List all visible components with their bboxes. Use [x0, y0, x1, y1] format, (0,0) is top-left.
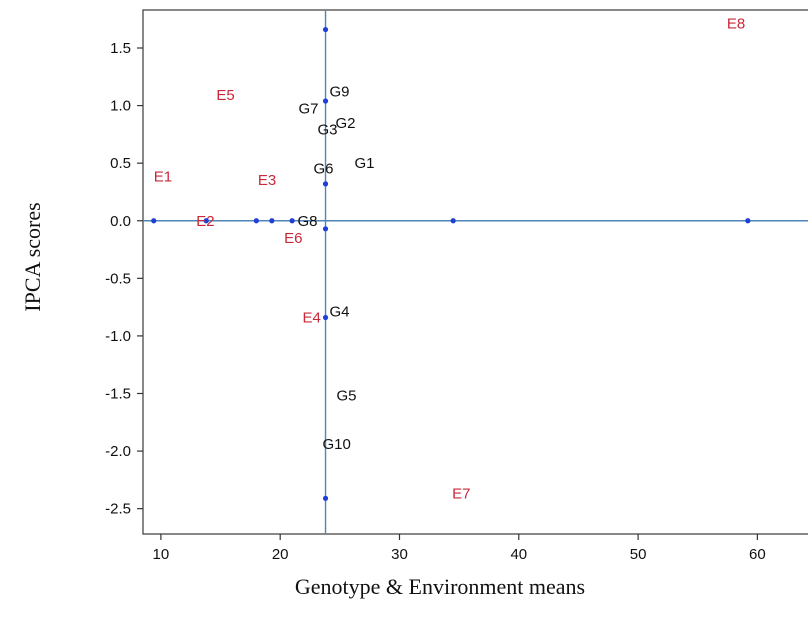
x-axis-title: Genotype & Environment means [295, 574, 585, 599]
x-axis-ticks: 10 20 30 40 50 60 [153, 534, 766, 563]
y-tick-label: 1.5 [110, 40, 131, 57]
data-point [450, 218, 456, 224]
y-axis-title: IPCA scores [20, 202, 45, 311]
y-tick-label: -1.0 [105, 328, 131, 345]
y-tick-label: -2.0 [105, 443, 131, 460]
y-tick-label: 0.5 [110, 155, 131, 172]
genotype-label: G4 [330, 303, 350, 320]
environment-label: E1 [154, 169, 172, 186]
data-point [322, 26, 329, 33]
data-point [151, 218, 157, 224]
plot-frame [142, 9, 808, 535]
x-tick-label: 20 [272, 546, 289, 563]
genotype-label: G10 [323, 436, 351, 453]
data-point [322, 226, 329, 232]
genotype-label: G5 [337, 387, 357, 404]
y-axis-ticks: -2.5 -2.0 -1.5 -1.0 -0.5 0.0 0.5 1.0 1.5 [105, 40, 143, 518]
y-tick-label: -2.5 [105, 501, 131, 518]
data-point [203, 218, 209, 224]
data-point [322, 181, 329, 187]
data-point [253, 218, 259, 224]
genotype-label: G3 [318, 121, 338, 138]
data-point [322, 314, 329, 321]
environment-label: E8 [727, 15, 745, 32]
reference-lines [143, 10, 808, 534]
data-point [322, 98, 329, 104]
x-tick-label: 10 [153, 546, 170, 563]
genotype-label: G9 [330, 83, 350, 100]
environment-label: E3 [258, 172, 276, 189]
data-point [289, 218, 295, 224]
data-point [745, 218, 751, 224]
genotype-label: G8 [298, 213, 318, 230]
environment-label: E5 [216, 87, 234, 104]
genotype-label: G6 [314, 161, 334, 178]
data-point [322, 495, 329, 501]
data-point [269, 218, 275, 224]
environment-label: E6 [284, 230, 302, 247]
y-tick-label: -0.5 [105, 270, 131, 287]
genotype-label: G7 [299, 101, 319, 118]
environment-label: E7 [452, 485, 470, 502]
y-tick-label: 0.0 [110, 213, 131, 230]
y-tick-label: -1.5 [105, 385, 131, 402]
genotype-label: G2 [336, 115, 356, 132]
x-tick-label: 60 [749, 546, 766, 563]
environment-label: E2 [196, 213, 214, 230]
x-tick-label: 30 [391, 546, 408, 563]
scatter-points [151, 26, 751, 501]
environment-label: E4 [303, 309, 321, 326]
genotype-label: G1 [355, 155, 375, 172]
x-tick-label: 50 [630, 546, 647, 563]
x-tick-label: 40 [510, 546, 527, 563]
y-tick-label: 1.0 [110, 98, 131, 115]
